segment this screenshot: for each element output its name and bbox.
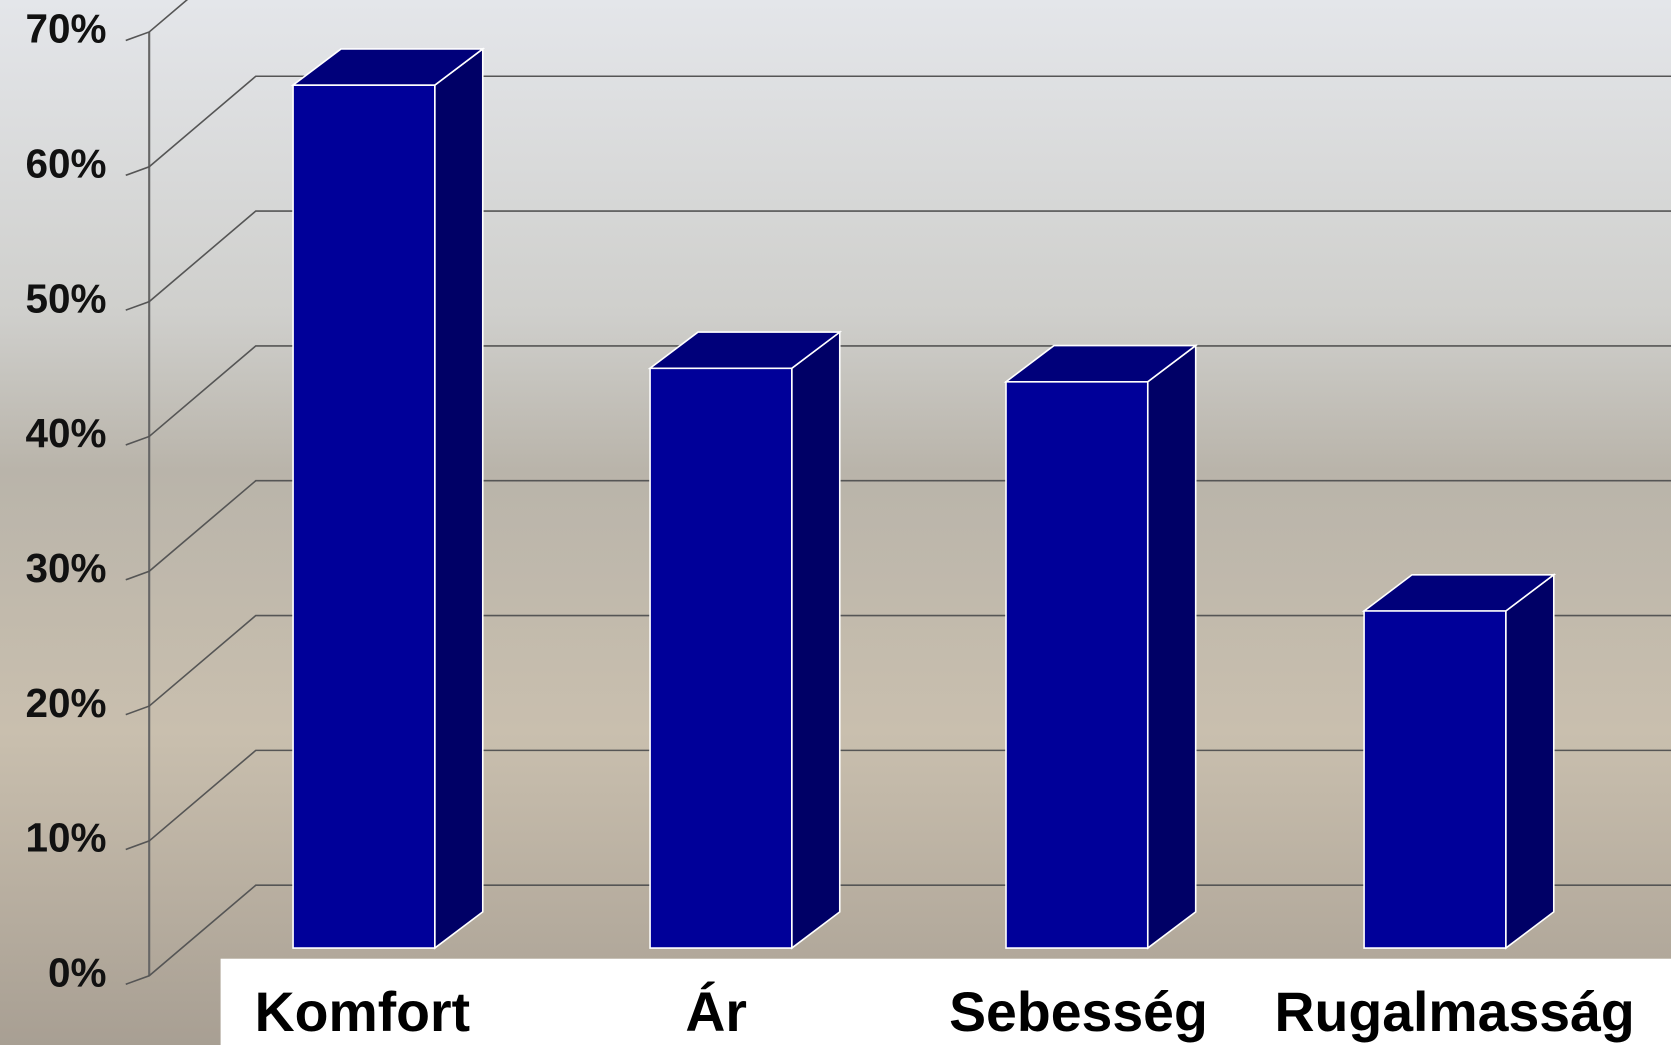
bar	[1006, 346, 1196, 948]
y-tick-label: 30%	[26, 545, 107, 591]
bar-side	[1506, 575, 1554, 948]
y-tick-label: 10%	[26, 815, 107, 861]
y-tick-label: 40%	[26, 410, 107, 456]
bar	[650, 332, 840, 948]
bar-side	[1148, 346, 1196, 948]
x-tick-label: Sebesség	[949, 981, 1208, 1043]
bar-front	[650, 368, 792, 948]
y-tick-label: 60%	[26, 140, 107, 186]
bar-front	[1364, 611, 1506, 948]
y-tick-label: 20%	[26, 680, 107, 726]
x-tick-label: Komfort	[255, 981, 470, 1043]
chart: 0% 10% 20% 30% 40% 50% 60% 70% Komfort Ár Sebesség…	[0, 0, 1671, 1045]
x-tick-label: Rugalmasság	[1275, 981, 1635, 1043]
y-tick-label: 70%	[26, 6, 107, 52]
bar	[293, 49, 483, 948]
bar-side	[435, 49, 483, 948]
x-tick-label: Ár	[685, 981, 747, 1043]
y-tick-label: 0%	[48, 949, 107, 995]
bar-front	[293, 85, 435, 948]
bar	[1364, 575, 1554, 948]
y-tick-label: 50%	[26, 275, 107, 321]
bar-front	[1006, 382, 1148, 948]
bar-side	[792, 332, 840, 948]
